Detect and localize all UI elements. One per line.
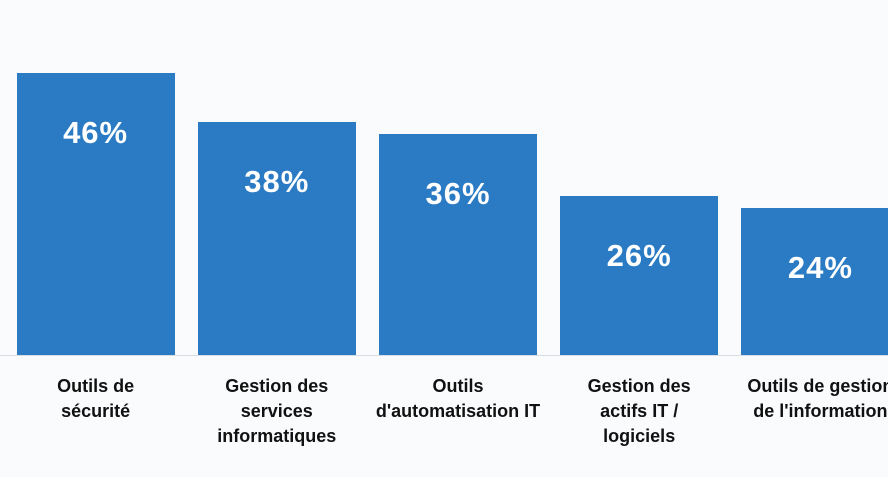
value-label: 24% <box>787 249 853 285</box>
value-label: 46% <box>63 115 129 151</box>
bar <box>741 207 888 355</box>
bar <box>197 122 356 355</box>
x-tick-label: Outils d'automatisation IT <box>375 376 541 421</box>
value-label: 38% <box>244 164 310 200</box>
baseline <box>0 355 888 356</box>
x-tick-label: Outils de sécurité <box>57 376 135 421</box>
value-label: 36% <box>425 176 491 212</box>
x-tick-label: Gestion des services informatiques <box>217 376 337 446</box>
value-label: 26% <box>606 237 672 273</box>
x-tick-label: Outils de gestion de l'information <box>747 376 888 421</box>
bar <box>16 73 175 355</box>
bar <box>560 195 719 355</box>
x-tick-label: Gestion des actifs IT / logiciels <box>587 376 691 446</box>
bar <box>379 134 537 355</box>
